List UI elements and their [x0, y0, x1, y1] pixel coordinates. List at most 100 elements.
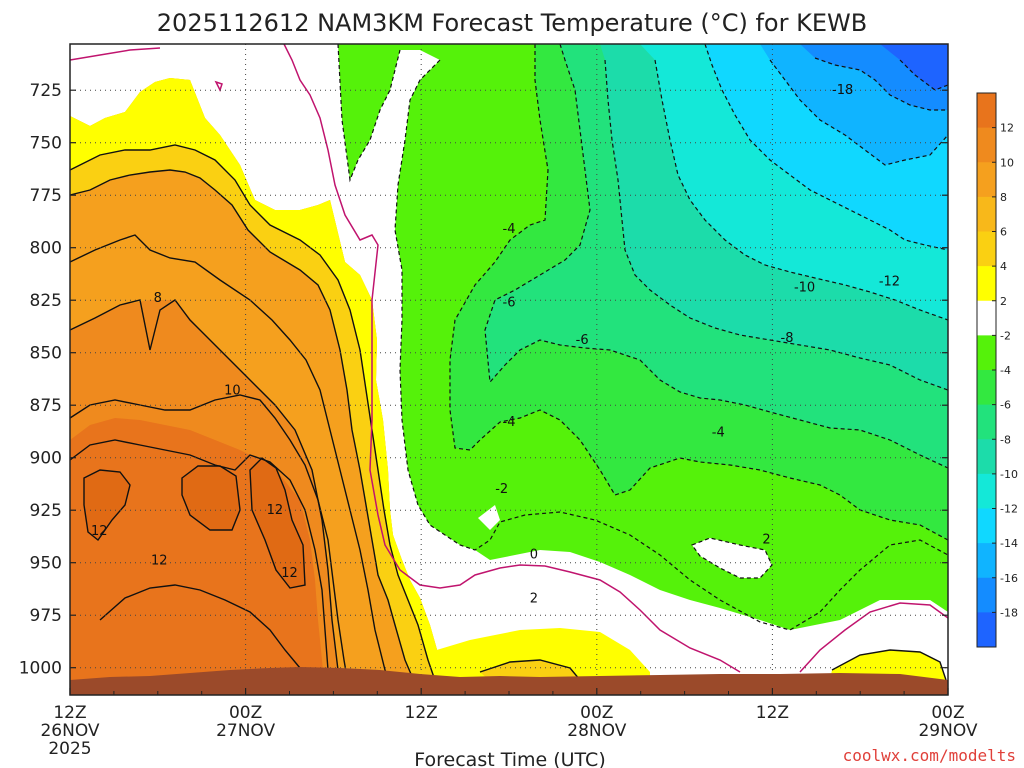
colorbar-label: 2 [1000, 295, 1007, 308]
x-tick-time: 12Z [756, 703, 789, 723]
chart-title: 2025112612 NAM3KM Forecast Temperature (… [157, 9, 867, 37]
x-tick-time: 12Z [405, 703, 438, 723]
contour-label: -6 [576, 333, 589, 348]
contour-label: -6 [503, 295, 516, 310]
contour-label: -10 [794, 281, 815, 296]
x-tick-date: 26NOV [40, 721, 99, 741]
colorbar-swatch [977, 93, 996, 129]
plot-area: 725 750 775 800 825 850 875 900 925 950 975 1000 12… [19, 43, 978, 759]
x-tick-date: 27NOV [216, 721, 275, 741]
y-tick-label: 975 [30, 606, 62, 626]
contour-neg18 [899, 59, 949, 91]
terrain-surface [70, 667, 948, 695]
colorbar-swatch [977, 196, 996, 232]
colorbar-swatch [977, 508, 996, 544]
y-tick-label: 725 [30, 81, 62, 101]
contour-label: -8 [781, 331, 794, 346]
zero-line-bump [214, 80, 223, 92]
y-tick-label: 800 [30, 239, 62, 259]
x-tick-date: 29NOV [918, 721, 977, 741]
colorbar-label: -12 [1000, 503, 1018, 516]
colorbar-label: -10 [1000, 468, 1018, 481]
contour-neg6 [484, 43, 949, 469]
colorbar-label: -14 [1000, 537, 1018, 550]
contour-label: -2 [495, 482, 508, 497]
colorbar-swatch [977, 612, 996, 648]
contour-neg2-left [394, 59, 949, 631]
zero-line-main [283, 43, 741, 673]
colorbar-label: -16 [1000, 572, 1018, 585]
x-axis-title: Forecast Time (UTC) [414, 749, 605, 768]
y-tick-label: 875 [30, 396, 62, 416]
contour-neg4-a [449, 44, 949, 541]
colorbar-label: 8 [1000, 191, 1007, 204]
contour-8a [69, 234, 396, 696]
cold-contours [337, 43, 949, 631]
colorbar-label: 4 [1000, 260, 1007, 273]
colorbar-swatch [977, 473, 996, 509]
x-tick-time: 12Z [53, 703, 86, 723]
contour-neg2-top [337, 43, 401, 183]
y-tick-label: 825 [30, 291, 62, 311]
colorbar-swatch [977, 231, 996, 267]
x-tick-date: 28NOV [567, 721, 626, 741]
y-tick-label: 900 [30, 449, 62, 469]
colorbar-label: 12 [1000, 122, 1014, 135]
colorbar-swatch [977, 335, 996, 371]
contour-neg10 [654, 59, 949, 321]
zero-line-right [799, 602, 949, 673]
white-pocket [692, 538, 772, 578]
contour-6c [69, 169, 421, 696]
contour-4c [69, 144, 441, 696]
y-tick-label: 1000 [19, 659, 62, 679]
warm-pocket-3 [250, 458, 305, 588]
contour-neg2-pocket [691, 537, 773, 579]
contour-label: -12 [879, 274, 900, 289]
contour-label: 0 [530, 547, 538, 562]
contour-10 [69, 394, 351, 696]
colorbar-swatch [977, 266, 996, 302]
contour-label: 2 [530, 591, 538, 606]
colorbar-swatch [977, 127, 996, 163]
contour-neg8 [604, 59, 949, 391]
contour-12c [249, 457, 306, 589]
y-tick-label: 775 [30, 186, 62, 206]
y-tick-label: 950 [30, 554, 62, 574]
y-tick-label: 925 [30, 501, 62, 521]
contour-12b [181, 465, 241, 531]
freezing-contours [69, 43, 949, 673]
grid [70, 44, 948, 695]
x-tick-time: 00Z [580, 703, 613, 723]
contour-label: 10 [224, 384, 241, 399]
contour-labels: 8 10 12 12 12 12 -4 -6 -6 -4 -2 0 2 -4 -8 -10 -12 -18 2 [91, 83, 900, 606]
colorbar-swatch [977, 577, 996, 613]
warm-pocket-2 [182, 466, 240, 530]
contour-11 [69, 439, 329, 671]
x-tick-time: 00Z [931, 703, 964, 723]
contour-label: -4 [503, 415, 516, 430]
colorbar-swatch [977, 404, 996, 440]
y-tick-label: 750 [30, 134, 62, 154]
colorbar: 12 10 8 6 4 2 -2 -4 -6 -8 -10 -12 -14 -16 -18 [976, 92, 1018, 648]
contour-label: -18 [832, 83, 853, 98]
contour-2-surface [479, 659, 581, 681]
contour-12d [99, 584, 301, 669]
contour-label: 12 [151, 554, 168, 569]
colorbar-swatch [977, 300, 996, 336]
contour-12a [83, 469, 131, 542]
contour-label: 2 [762, 533, 770, 548]
contour-label: 12 [91, 524, 108, 539]
colorbar-label: -4 [1000, 364, 1011, 377]
yellow-band-outer [70, 78, 450, 695]
contour-label: -4 [712, 426, 725, 441]
y-tick-label: 850 [30, 344, 62, 364]
blue-band-20 [880, 44, 948, 90]
contour-label: 12 [267, 503, 284, 518]
credit-link[interactable]: coolwx.com/modelts [843, 746, 1016, 765]
x-tick-time: 00Z [229, 703, 262, 723]
contour-label: -4 [503, 222, 516, 237]
colorbar-swatch [977, 370, 996, 406]
colorbar-label: 6 [1000, 226, 1007, 239]
colorbar-label: 10 [1000, 156, 1014, 169]
